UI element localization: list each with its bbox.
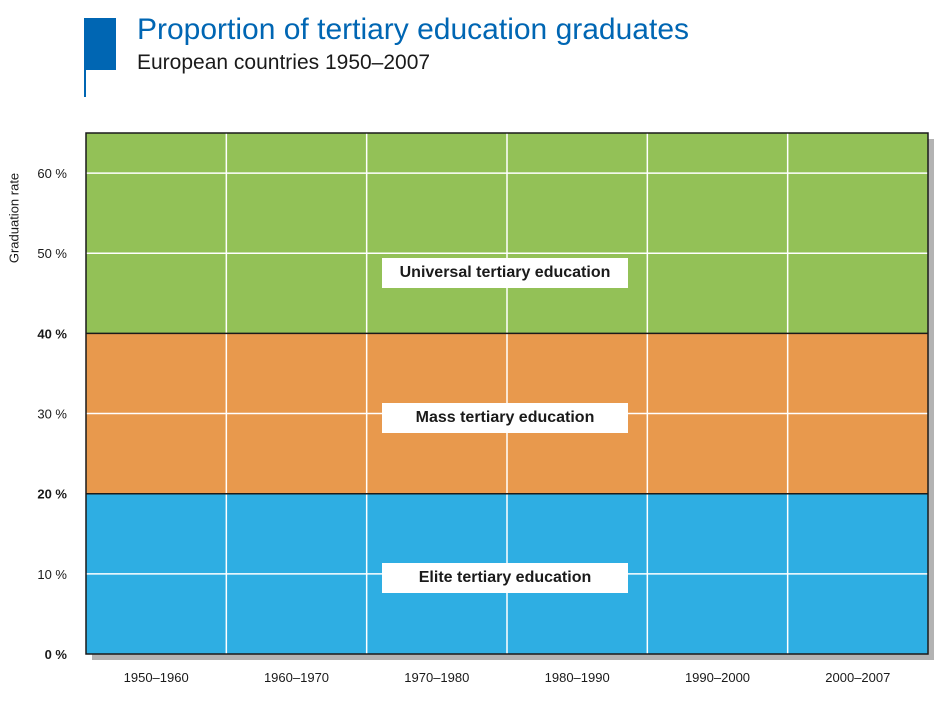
x-tick-label-1: 1960–1970 xyxy=(264,670,329,685)
chart-title: Proportion of tertiary education graduat… xyxy=(137,13,689,46)
band-label-2: Universal tertiary education xyxy=(382,258,628,289)
band-label-1: Mass tertiary education xyxy=(382,402,628,433)
x-tick-label-2: 1970–1980 xyxy=(404,670,469,685)
y-tick-label-0: 0 % xyxy=(45,647,68,662)
y-tick-label-2: 20 % xyxy=(37,487,67,502)
y-tick-label-5: 50 % xyxy=(37,246,67,261)
chart-subtitle: European countries 1950–2007 xyxy=(137,51,431,74)
x-tick-label-5: 2000–2007 xyxy=(825,670,890,685)
y-tick-label-6: 60 % xyxy=(37,166,67,181)
y-tick-label-4: 40 % xyxy=(37,326,67,341)
x-tick-label-3: 1980–1990 xyxy=(545,670,610,685)
y-tick-label-3: 30 % xyxy=(37,407,67,422)
title-accent-bar xyxy=(84,18,116,70)
title-accent-line xyxy=(84,70,86,97)
x-tick-label-0: 1950–1960 xyxy=(124,670,189,685)
x-tick-label-4: 1990–2000 xyxy=(685,670,750,685)
band-label-0: Elite tertiary education xyxy=(382,562,628,593)
plot-frame xyxy=(85,132,929,655)
y-tick-label-1: 10 % xyxy=(37,567,67,582)
